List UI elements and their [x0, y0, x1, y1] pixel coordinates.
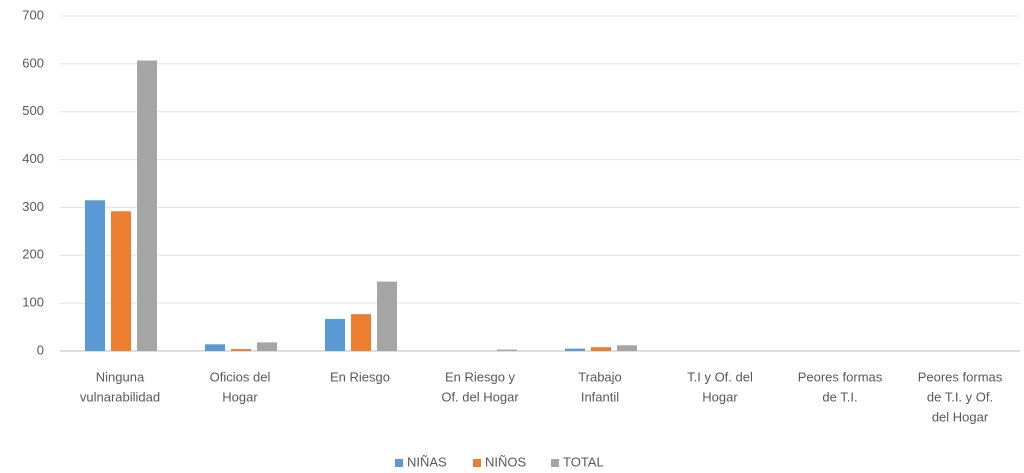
x-tick-label: Hogar [702, 389, 738, 404]
x-tick-label: de T.I. [822, 389, 857, 404]
x-tick-label: Trabajo [578, 369, 622, 384]
x-tick-label: Ninguna [96, 369, 145, 384]
legend-swatch [395, 459, 403, 467]
x-tick-label: En Riesgo [330, 369, 390, 384]
x-tick-label: En Riesgo y [445, 369, 516, 384]
bar [257, 342, 277, 351]
x-tick-label: Of. del Hogar [441, 389, 519, 404]
y-tick-label: 300 [22, 199, 44, 214]
bar [351, 314, 371, 351]
bar [565, 348, 585, 351]
y-tick-label: 200 [22, 247, 44, 262]
x-tick-label: Infantil [581, 389, 619, 404]
legend-swatch [551, 459, 559, 467]
bar [111, 211, 131, 351]
y-tick-label: 600 [22, 55, 44, 70]
bar [617, 345, 637, 351]
x-tick-label: de T.I. y Of. [927, 389, 993, 404]
x-tick-label: Oficios del [210, 369, 271, 384]
y-tick-label: 0 [37, 342, 44, 357]
bar [205, 344, 225, 351]
x-tick-label: Peores formas [918, 369, 1003, 384]
bar [137, 60, 157, 351]
legend-label: NIÑAS [407, 454, 447, 469]
x-tick-label: Hogar [222, 389, 258, 404]
legend-label: TOTAL [563, 454, 604, 469]
x-tick-label: T.I y Of. del [687, 369, 753, 384]
bar [497, 349, 517, 351]
bar [85, 200, 105, 351]
bar [591, 347, 611, 351]
bar [377, 281, 397, 351]
bar [325, 318, 345, 351]
x-tick-label: Peores formas [798, 369, 883, 384]
bar [231, 349, 251, 351]
legend-label: NIÑOS [485, 454, 527, 469]
legend-swatch [473, 459, 481, 467]
x-tick-label: del Hogar [932, 409, 989, 424]
y-tick-label: 100 [22, 295, 44, 310]
x-tick-label: vulnarabilidad [80, 389, 160, 404]
y-tick-label: 400 [22, 151, 44, 166]
y-tick-label: 500 [22, 103, 44, 118]
y-tick-label: 700 [22, 7, 44, 22]
